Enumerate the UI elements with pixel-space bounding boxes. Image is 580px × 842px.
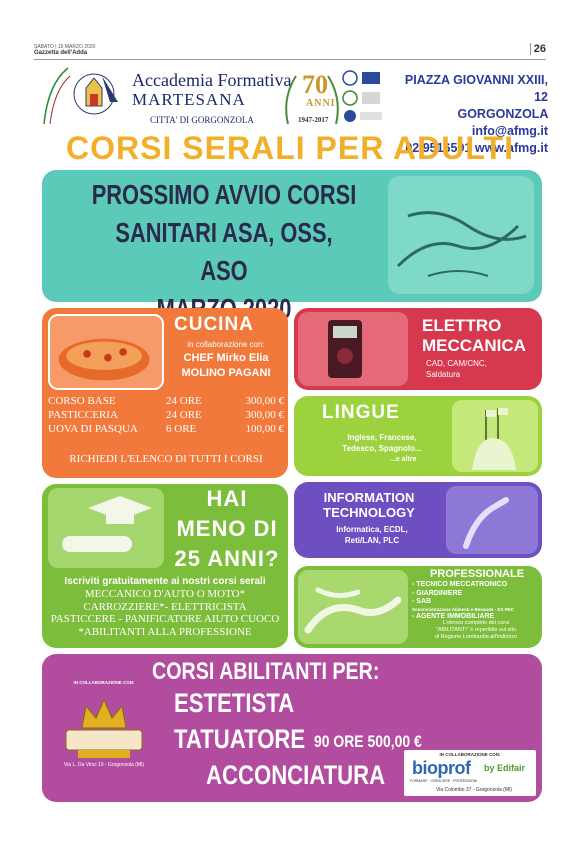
studio-logo-icon [43,67,71,125]
anniversary-years: 1947-2017 [298,116,329,124]
professionale-list: - TECNICO MECCATRONICO - GIARDINIERE - S… [412,581,540,621]
header-publication: Gazzetta dell'Adda [34,50,88,56]
elettro-title: ELETTRO MECCANICA [422,316,526,355]
lingue-more: ...e altre [390,456,417,463]
abilitanti-title: CORSI ABILITANTI PER: [152,658,380,685]
crown-logo-icon [65,698,143,758]
page-number: 26 [529,43,546,55]
list-item: - SAB [412,598,432,605]
sanitari-panel: PROSSIMO AVVIO CORSI SANITARI ASA, OSS, … [42,170,542,324]
it-title: INFORMATION TECHNOLOGY [323,490,415,520]
list-item: - AGENTE IMMOBILIARE [412,612,495,620]
table-row: CORSO BASE 24 ORE 300,00 € [48,395,284,407]
it-panel: INFORMATION TECHNOLOGY Informatica, ECDL… [294,482,542,558]
bioprof-tagline: FORMARE · CRESCERE · PROFESSIONI [410,779,478,783]
collab-left-address: Via L. Da Vinci 10 - Gorgonzola (MI) [63,762,145,768]
academy-city: CITTA' DI GORGONZOLA [150,115,254,125]
list-item: - GIARDINIERE [412,589,463,597]
contact-town-email: GORGONZOLA info@afmg.it [457,107,548,138]
anniversary-number: 70 [302,70,328,99]
elettro-subjects: CAD, CAM/CNC, Saldatura [426,359,487,379]
under25-courses: MECCANICO D'AUTO O MOTO* CARROZZIERE*- E… [50,588,280,638]
cucina-partners: CHEF Mirko Elia MOLINO PAGANI [181,352,271,379]
professionale-note: L'elenco completo dei corsi "ABILITANTI"… [434,620,518,640]
bioprof-by: by Edifair [484,763,526,773]
list-item: - TECNICO MECCATRONICO [412,581,508,588]
collab-left-label: IN COLLABORAZIONE CON: [73,680,135,685]
lingue-panel: LINGUE Inglese, Francese, Tedesco, Spagn… [294,396,542,476]
abilitanti-panel: CORSI ABILITANTI PER: ESTETISTA TATUATOR… [42,654,542,802]
bioprof-name: bioprof [412,758,471,778]
touch-hand-image [446,486,538,554]
course-estetista: ESTETISTA [174,688,295,718]
gorgonzola-seal-icon [73,73,118,115]
cucina-panel: CUCINA in collaborazione con: CHEF Mirko… [42,308,288,478]
professionale-panel: PROFESSIONALE - TECNICO MECCATRONICO - G… [294,566,542,648]
academy-name: MARTESANA [132,90,246,109]
elettromeccanica-panel: ELETTRO MECCANICA CAD, CAM/CNC, Saldatur… [294,308,542,390]
anniversary-word: ANNI [306,98,336,109]
gardening-hands-image [298,570,408,644]
table-row: UOVA DI PASQUA 6 ORE 100,00 € [48,423,284,435]
under25-panel: HAI MENO DI 25 ANNI? Iscriviti gratuitam… [42,484,288,648]
website-link[interactable]: www.afmg.it [474,141,548,155]
bioprof-address: Via Colombo 37 - Gorgonzola (MI) [436,787,513,793]
it-subjects: Informatica, ECDL, Reti/LAN, PLC [336,525,408,545]
contact-phone-web: 02.9516591 www.afmg.it [405,141,548,155]
list-item: Somministrazione Alimenti e Bevande - EX… [412,606,515,612]
header-date: SABATO | 15 MARZO 2020 [34,44,96,50]
academy-title: Accademia Formativa [132,70,292,90]
caring-hands-image [388,176,534,294]
course-tatuatore: TATUATORE [174,724,306,754]
cucina-collab: in collaborazione con: [187,340,265,349]
tatuatore-price: 90 ORE 500,00 € [314,732,422,751]
sanitari-heading: PROSSIMO AVVIO CORSI SANITARI ASA, OSS, … [91,179,357,324]
table-row: PASTICCERIA 24 ORE 300,00 € [48,409,284,421]
food-plate-image [48,314,164,390]
contact-block: PIAZZA GIOVANNI XXIII, 12 GORGONZOLA inf… [388,72,548,157]
email-link[interactable]: info@afmg.it [471,124,548,138]
lingue-languages: Inglese, Francese, Tedesco, Spagnolo... [342,433,422,453]
bioprof-logo-box: IN COLLABORAZIONE CON: bioprof by Edifai… [404,750,536,796]
anniversary-laurel-icon [285,75,339,125]
cucina-course-table: CORSO BASE 24 ORE 300,00 € PASTICCERIA 2… [48,394,284,436]
main-title: CORSI SERALI PER ADULTI [66,130,514,166]
cucina-title: CUCINA [174,314,254,335]
collab-right-label: IN COLLABORAZIONE CON: [439,752,501,757]
professionale-title: PROFESSIONALE [429,568,525,580]
graduation-cap-image [48,488,164,568]
lingue-title: LINGUE [322,402,400,423]
under25-intro: Iscriviti gratuitamente ai nostri corsi … [64,576,266,587]
contact-address: PIAZZA GIOVANNI XXIII, 12 [404,73,548,104]
course-acconciatura: ACCONCIATURA [206,760,386,790]
flags-hand-image [452,400,538,472]
multimeter-image [298,312,408,386]
newspaper-header: SABATO | 15 MARZO 2020 Gazzetta dell'Add… [34,42,546,60]
cucina-request: RICHIEDI L'ELENCO DI TUTTI I CORSI [69,453,263,465]
certification-logos-icon [342,70,382,122]
under25-heading: HAI MENO DI 25 ANNI? [174,486,280,571]
